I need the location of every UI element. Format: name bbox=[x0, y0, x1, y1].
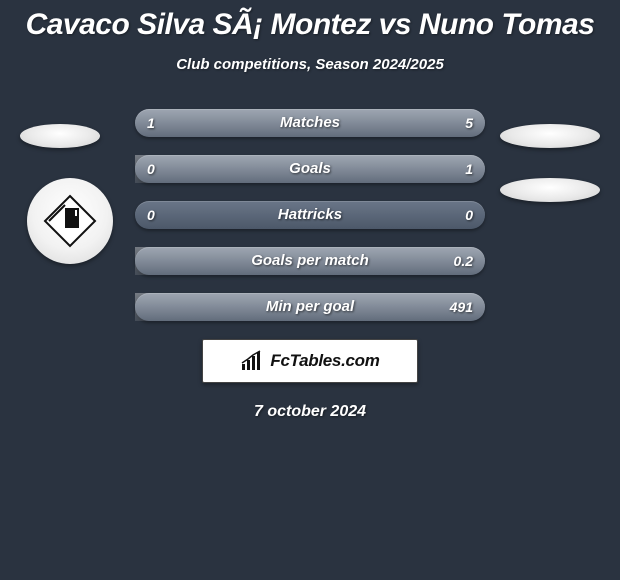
stat-label: Goals bbox=[135, 155, 485, 183]
stat-row: 00Hattricks bbox=[135, 201, 485, 229]
player-right-image-placeholder bbox=[500, 124, 600, 148]
source-logo: FcTables.com bbox=[202, 339, 418, 383]
page-title: Cavaco Silva SÃ¡ Montez vs Nuno Tomas bbox=[0, 0, 620, 42]
stat-label: Min per goal bbox=[135, 293, 485, 321]
page-subtitle: Club competitions, Season 2024/2025 bbox=[0, 56, 620, 73]
player-left-image-placeholder bbox=[20, 124, 100, 148]
club-right-image-placeholder bbox=[500, 178, 600, 202]
bar-chart-icon bbox=[240, 350, 264, 372]
club-left-badge bbox=[27, 178, 113, 264]
stat-row: 01Goals bbox=[135, 155, 485, 183]
stat-label: Hattricks bbox=[135, 201, 485, 229]
club-badge-icon bbox=[43, 194, 97, 248]
stat-row: 491Min per goal bbox=[135, 293, 485, 321]
stat-row: 0.2Goals per match bbox=[135, 247, 485, 275]
stat-label: Matches bbox=[135, 109, 485, 137]
date-label: 7 october 2024 bbox=[0, 403, 620, 421]
source-logo-text: FcTables.com bbox=[270, 351, 379, 371]
stat-row: 15Matches bbox=[135, 109, 485, 137]
stat-label: Goals per match bbox=[135, 247, 485, 275]
